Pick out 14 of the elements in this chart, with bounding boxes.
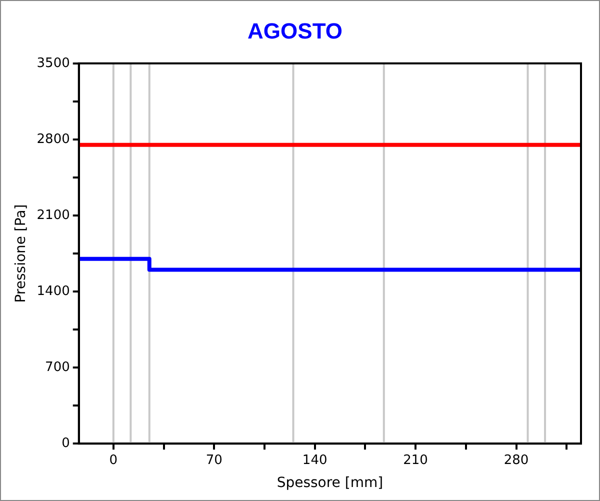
y-tick-label: 3500: [36, 56, 70, 71]
y-axis-title: Pressione [Pa]: [13, 204, 30, 303]
x-tick-label: 280: [504, 452, 529, 468]
x-tick-label: 140: [302, 452, 328, 468]
y-tick-label: 0: [62, 436, 70, 451]
chart-title: AGOSTO: [248, 18, 342, 44]
y-tick-label: 2100: [36, 208, 70, 223]
y-tick-label: 700: [45, 360, 70, 375]
y-tick-label: 1400: [36, 284, 70, 299]
x-axis-title: Spessore [mm]: [276, 475, 384, 492]
x-tick-label: 0: [109, 452, 118, 468]
x-tick-label: 70: [206, 452, 222, 468]
x-tick-label: 210: [403, 452, 428, 468]
y-tick-label: 2800: [36, 132, 70, 147]
